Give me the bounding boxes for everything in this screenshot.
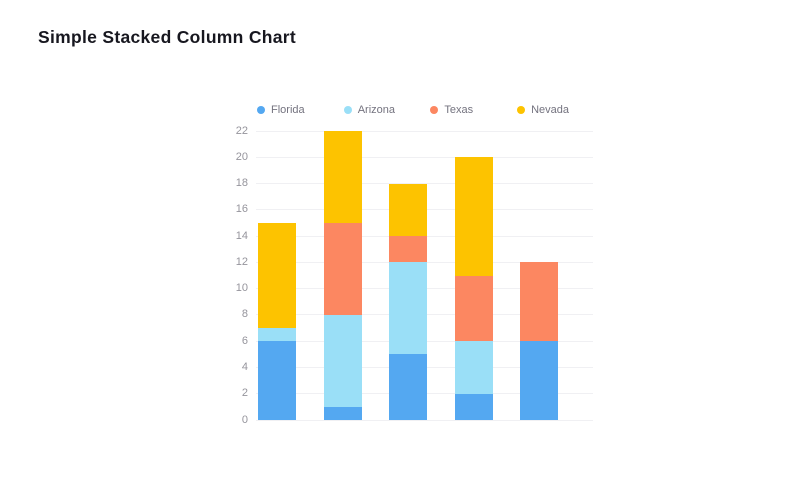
y-axis-tick-label: 16 (235, 203, 248, 216)
y-axis-tick-label: 18 (235, 177, 248, 190)
bar-segment-arizona-4[interactable] (454, 341, 493, 394)
legend-label: Florida (271, 104, 305, 116)
legend-marker-icon (517, 106, 526, 114)
gridline-y-0 (256, 419, 593, 421)
legend-item-texas[interactable]: Texas (430, 104, 517, 116)
bar-segment-florida-1[interactable] (258, 341, 296, 420)
y-axis-tick-label: 0 (241, 413, 248, 426)
bar-segment-texas-2[interactable] (323, 222, 362, 315)
bar-segment-arizona-3[interactable] (389, 262, 428, 355)
bar-segment-texas-5[interactable] (520, 262, 559, 342)
chart-plot-area: 0 2 4 6 8 10 12 14 16 18 20 22 (236, 125, 593, 426)
legend-marker-icon (257, 106, 265, 114)
y-axis-tick-label: 20 (235, 150, 248, 163)
bar-segment-texas-3[interactable] (389, 236, 428, 263)
bar-segment-nevada-2[interactable] (323, 131, 362, 223)
legend-label: Arizona (357, 104, 395, 116)
y-axis-tick-label: 8 (241, 308, 248, 321)
bar-segment-arizona-2[interactable] (323, 314, 362, 407)
bar-segment-arizona-1[interactable] (258, 328, 296, 342)
legend-marker-icon (430, 106, 439, 114)
gridline-y-20 (256, 156, 593, 158)
y-axis-tick-label: 2 (241, 387, 248, 400)
chart-legend: Florida Arizona Texas Nevada (257, 104, 604, 116)
bar-segment-florida-3[interactable] (389, 354, 428, 420)
legend-label: Texas (444, 104, 474, 116)
bar-segment-florida-5[interactable] (520, 341, 559, 420)
bar-segment-nevada-3[interactable] (389, 183, 428, 237)
bar-column-2 (323, 131, 362, 420)
legend-marker-icon (343, 106, 352, 114)
legend-label: Nevada (531, 104, 569, 116)
page-title: Simple Stacked Column Chart (38, 27, 297, 47)
gridline-y-18 (256, 183, 593, 185)
bar-column-4 (454, 157, 493, 420)
y-axis-tick-label: 12 (235, 255, 248, 268)
bar-segment-nevada-4[interactable] (454, 157, 493, 276)
y-axis-tick-label: 4 (241, 360, 248, 373)
bar-segment-nevada-1[interactable] (258, 222, 296, 329)
gridline-y-22 (256, 130, 593, 132)
legend-item-nevada[interactable]: Nevada (517, 104, 604, 116)
legend-item-arizona[interactable]: Arizona (343, 104, 431, 116)
y-axis-tick-label: 14 (235, 229, 248, 242)
bar-column-3 (389, 183, 428, 420)
bar-segment-florida-2[interactable] (323, 406, 362, 420)
bar-segment-florida-4[interactable] (454, 393, 493, 420)
bar-column-1 (258, 222, 296, 420)
y-axis-tick-label: 6 (241, 334, 248, 347)
bar-segment-texas-4[interactable] (454, 275, 493, 342)
legend-item-florida[interactable]: Florida (257, 104, 344, 116)
y-axis-tick-label: 10 (235, 282, 248, 295)
y-axis-tick-label: 22 (235, 124, 248, 137)
bar-column-5 (520, 262, 559, 420)
